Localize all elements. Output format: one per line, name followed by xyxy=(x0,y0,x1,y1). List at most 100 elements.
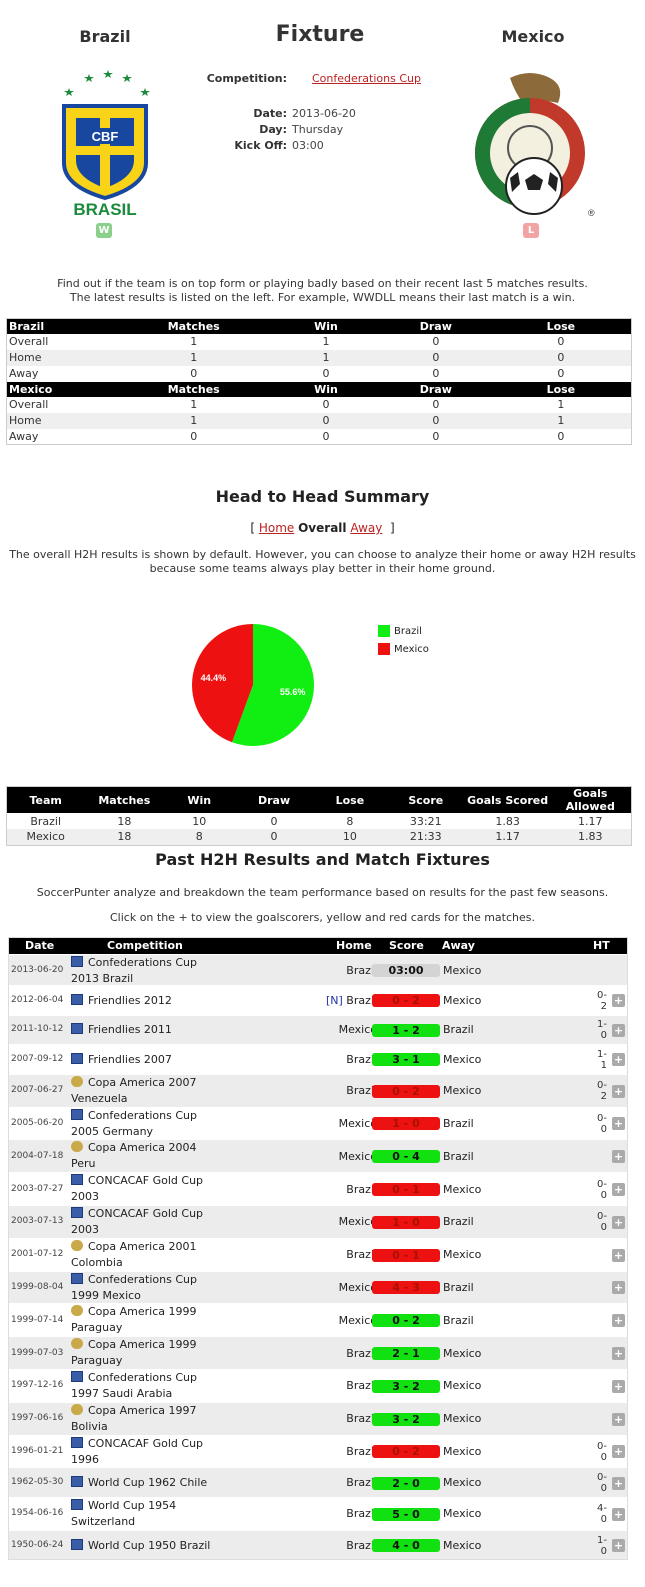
expand-details-button[interactable]: + xyxy=(612,1183,625,1197)
svg-text:BRASIL: BRASIL xyxy=(73,200,136,219)
form-row-label: Overall xyxy=(9,335,49,348)
result-competition[interactable]: Confederations Cup 1999 Mexico xyxy=(71,1272,231,1304)
result-score[interactable]: 0 - 2 xyxy=(372,1084,440,1098)
result-competition[interactable]: CONCACAF Gold Cup 2003 xyxy=(71,1206,231,1238)
expand-details-button[interactable]: + xyxy=(612,1053,625,1067)
result-score[interactable]: 1 - 0 xyxy=(372,1117,440,1131)
summary-col-header: Goals Allowed xyxy=(549,786,632,813)
result-row: 2005-06-20 Confederations Cup 2005 Germany… xyxy=(9,1106,627,1140)
result-row: 1954-06-16 World Cup 1954 Switzerland Brazi… xyxy=(9,1496,627,1530)
result-score[interactable]: 3 - 2 xyxy=(372,1412,440,1426)
form-col-header: Draw xyxy=(380,318,491,334)
tab-away[interactable]: Away xyxy=(350,521,383,535)
result-competition-sub: 1997 Saudi Arabia xyxy=(71,1386,173,1400)
result-halftime-away: 0 xyxy=(600,1222,607,1234)
expand-details-button[interactable]: + xyxy=(612,1445,625,1459)
result-score[interactable]: 0 - 1 xyxy=(372,1248,440,1262)
result-competition[interactable]: Friendlies 2007 xyxy=(71,1052,231,1068)
expand-details-button[interactable]: + xyxy=(612,1476,625,1490)
expand-details-button[interactable]: + xyxy=(612,1023,625,1037)
result-score[interactable]: 2 - 0 xyxy=(372,1476,440,1490)
result-home-team: Brazil xyxy=(346,1539,377,1552)
result-score[interactable]: 0 - 2 xyxy=(372,1314,440,1328)
summary-col-header: Win xyxy=(164,786,235,813)
result-home-name: Brazil xyxy=(346,1084,377,1098)
expand-details-button[interactable]: + xyxy=(612,1248,625,1262)
expand-details-button[interactable]: + xyxy=(612,1412,625,1426)
result-home-name: Brazil xyxy=(346,1379,377,1393)
form-intro-line1: Find out if the team is on top form or p… xyxy=(57,277,588,290)
result-score[interactable]: 1 - 2 xyxy=(372,1023,440,1037)
result-competition[interactable]: Copa America 1999 Paraguay xyxy=(71,1337,231,1369)
expand-details-button[interactable]: + xyxy=(612,1084,625,1098)
result-competition[interactable]: Copa America 2004 Peru xyxy=(71,1140,231,1172)
expand-details-button[interactable]: + xyxy=(612,1379,625,1393)
expand-details-button[interactable]: + xyxy=(612,1117,625,1131)
result-home-team: Brazil xyxy=(346,964,377,977)
result-competition-name: Friendlies 2007 xyxy=(88,1052,172,1066)
result-score[interactable]: 0 - 2 xyxy=(372,994,440,1008)
result-competition[interactable]: Copa America 2007 Venezuela xyxy=(71,1075,231,1107)
form-cell: 0 xyxy=(557,367,565,380)
expand-details-button[interactable]: + xyxy=(612,994,625,1008)
summary-col-header: Draw xyxy=(234,786,314,813)
result-score[interactable]: 0 - 2 xyxy=(372,1445,440,1459)
result-away-team: Brazil xyxy=(443,1215,474,1229)
expand-details-button[interactable]: + xyxy=(612,1150,625,1164)
expand-details-button[interactable]: + xyxy=(612,1539,625,1553)
result-score[interactable]: 03:00 xyxy=(372,964,440,977)
summary-col-header: Lose xyxy=(313,786,386,813)
form-cell: 0 xyxy=(557,335,565,348)
result-competition[interactable]: Friendlies 2011 xyxy=(71,1022,231,1038)
result-score[interactable]: 4 - 3 xyxy=(372,1281,440,1295)
expand-details-button[interactable]: + xyxy=(612,1215,625,1229)
expand-details-button[interactable]: + xyxy=(612,1347,625,1361)
result-competition[interactable]: CONCACAF Gold Cup 1996 xyxy=(71,1436,231,1468)
result-competition[interactable]: World Cup 1962 Chile xyxy=(71,1475,231,1491)
form-cell: 1 xyxy=(322,335,330,348)
result-competition[interactable]: Confederations Cup 2013 Brazil xyxy=(71,955,231,987)
result-score[interactable]: 3 - 2 xyxy=(372,1379,440,1393)
form-cell: 1 xyxy=(116,412,272,429)
result-competition[interactable]: Confederations Cup 1997 Saudi Arabia xyxy=(71,1370,231,1402)
confederation-flag-icon xyxy=(71,1476,83,1488)
expand-details-button[interactable]: + xyxy=(612,1314,625,1328)
col-home: Home xyxy=(336,939,372,952)
result-date: 2012-06-04 xyxy=(11,994,64,1005)
result-score[interactable]: 2 - 1 xyxy=(372,1347,440,1361)
result-score[interactable]: 0 - 1 xyxy=(372,1183,440,1197)
result-score[interactable]: 4 - 0 xyxy=(372,1539,440,1553)
result-competition-name: World Cup 1962 Chile xyxy=(88,1476,208,1490)
competition-link[interactable]: Confederations Cup xyxy=(312,72,421,85)
col-score: Score xyxy=(389,939,424,952)
result-competition-sub: 2005 Germany xyxy=(71,1124,154,1138)
result-score[interactable]: 1 - 0 xyxy=(372,1215,440,1229)
h2h-pie-chart: 55.6% 44.4% xyxy=(192,624,314,746)
expand-details-button[interactable]: + xyxy=(612,1507,625,1521)
result-competition[interactable]: Copa America 1999 Paraguay xyxy=(71,1304,231,1336)
result-competition-name: Copa America 1999 xyxy=(88,1305,197,1319)
result-score[interactable]: 0 - 4 xyxy=(372,1150,440,1164)
tab-overall[interactable]: Overall xyxy=(298,521,347,535)
form-row: Home 1 0 0 1 xyxy=(6,412,632,429)
result-score[interactable]: 5 - 0 xyxy=(372,1507,440,1521)
result-competition[interactable]: Copa America 2001 Colombia xyxy=(71,1239,231,1271)
result-competition[interactable]: World Cup 1950 Brazil xyxy=(71,1538,231,1554)
result-competition[interactable]: World Cup 1954 Switzerland xyxy=(71,1498,231,1530)
result-score[interactable]: 3 - 1 xyxy=(372,1053,440,1067)
form-cell: 0 xyxy=(322,398,330,411)
result-competition[interactable]: Friendlies 2012 xyxy=(71,993,231,1009)
tab-home[interactable]: Home xyxy=(258,521,295,535)
result-home-team: Mexico xyxy=(339,1023,377,1036)
summary-col-header: Matches xyxy=(84,786,165,813)
expand-details-button[interactable]: + xyxy=(612,1281,625,1295)
form-cell: 0 xyxy=(432,367,440,380)
h2h-tabs: [ Home Overall Away ] xyxy=(0,521,645,535)
result-halftime-home: 1- xyxy=(597,1019,607,1031)
result-competition[interactable]: Copa America 1997 Bolivia xyxy=(71,1403,231,1435)
form-row-label: Home xyxy=(6,349,117,366)
form-cell: 0 xyxy=(190,367,198,380)
result-competition[interactable]: CONCACAF Gold Cup 2003 xyxy=(71,1173,231,1205)
result-competition[interactable]: Confederations Cup 2005 Germany xyxy=(71,1108,231,1140)
result-date: 2003-07-27 xyxy=(11,1183,64,1194)
